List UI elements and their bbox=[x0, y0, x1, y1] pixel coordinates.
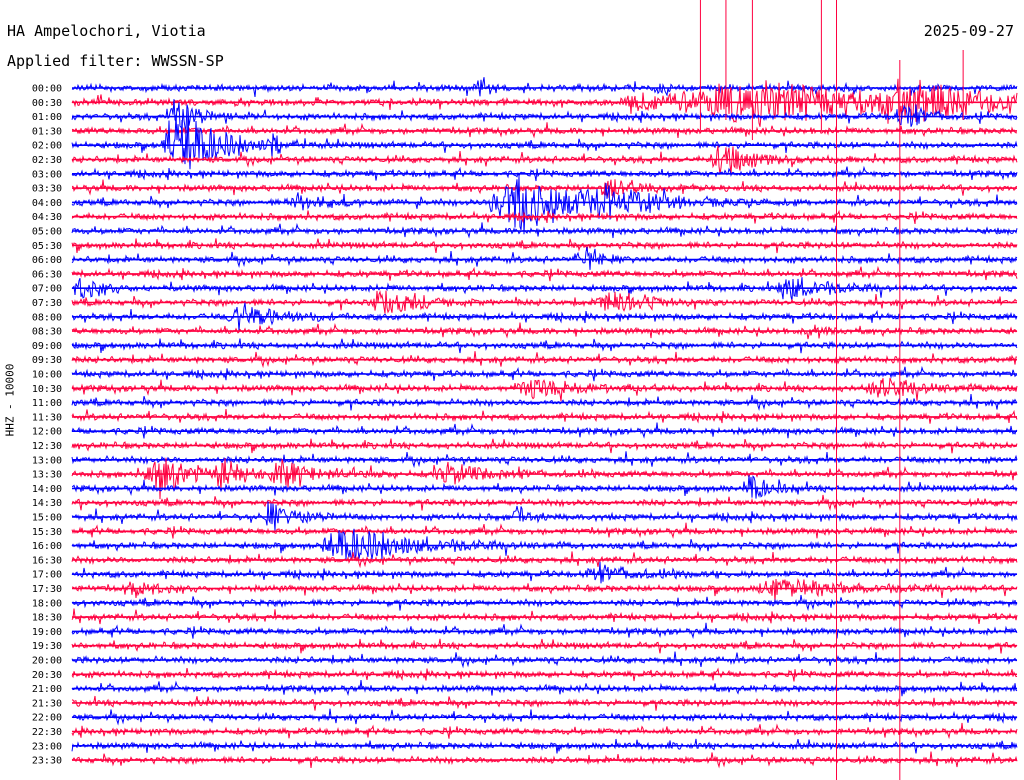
time-tick-1800: 18:00 bbox=[32, 598, 62, 609]
time-tick-2000: 20:00 bbox=[32, 656, 62, 667]
trace-0000 bbox=[71, 77, 1018, 97]
trace-0600 bbox=[71, 246, 1018, 270]
time-tick-1600: 16:00 bbox=[32, 541, 62, 552]
time-tick-1430: 14:30 bbox=[32, 498, 62, 509]
time-tick-0400: 04:00 bbox=[32, 198, 62, 209]
trace-1500 bbox=[71, 501, 1018, 531]
time-tick-1100: 11:00 bbox=[32, 398, 62, 409]
time-tick-0130: 01:30 bbox=[32, 126, 62, 137]
time-tick-1700: 17:00 bbox=[32, 570, 62, 581]
trace-1900 bbox=[71, 622, 1018, 639]
time-tick-labels: 00:00 00:30 01:00 01:30 02:00 02:30 03:00 03:30… bbox=[32, 84, 62, 767]
time-tick-1000: 10:00 bbox=[32, 370, 62, 381]
time-tick-1300: 13:00 bbox=[32, 455, 62, 466]
time-tick-0030: 00:30 bbox=[32, 98, 62, 109]
time-tick-0800: 08:00 bbox=[32, 312, 62, 323]
time-tick-0300: 03:00 bbox=[32, 169, 62, 180]
time-tick-1930: 19:30 bbox=[32, 641, 62, 652]
trace-1630 bbox=[71, 551, 1018, 569]
trace-0800 bbox=[71, 302, 1018, 331]
trace-1730 bbox=[71, 578, 1018, 602]
seismogram-traces bbox=[71, 77, 1018, 769]
time-tick-1730: 17:30 bbox=[32, 584, 62, 595]
trace-1030 bbox=[71, 377, 1018, 402]
time-tick-1200: 12:00 bbox=[32, 427, 62, 438]
time-tick-0200: 02:00 bbox=[32, 141, 62, 152]
station-title: HA Ampelochori, Viotia bbox=[7, 22, 206, 40]
time-tick-1230: 12:30 bbox=[32, 441, 62, 452]
time-tick-0900: 09:00 bbox=[32, 341, 62, 352]
time-tick-1530: 15:30 bbox=[32, 527, 62, 538]
time-tick-1330: 13:30 bbox=[32, 470, 62, 481]
time-tick-1900: 19:00 bbox=[32, 627, 62, 638]
time-tick-0500: 05:00 bbox=[32, 227, 62, 238]
time-tick-0630: 06:30 bbox=[32, 269, 62, 280]
time-tick-0830: 08:30 bbox=[32, 327, 62, 338]
filter-label: Applied filter: WWSSN-SP bbox=[7, 52, 224, 70]
time-tick-1630: 16:30 bbox=[32, 555, 62, 566]
large-event-spikes bbox=[699, 0, 964, 780]
time-tick-2200: 22:00 bbox=[32, 713, 62, 724]
time-tick-1400: 14:00 bbox=[32, 484, 62, 495]
time-tick-2100: 21:00 bbox=[32, 684, 62, 695]
trace-0500 bbox=[71, 222, 1018, 239]
time-tick-2030: 20:30 bbox=[32, 670, 62, 681]
date-label: 2025-09-27 bbox=[923, 22, 1014, 40]
trace-0400 bbox=[71, 175, 1018, 235]
trace-2300 bbox=[71, 738, 1018, 754]
time-tick-1500: 15:00 bbox=[32, 513, 62, 524]
time-tick-2300: 23:00 bbox=[32, 741, 62, 752]
trace-1700 bbox=[71, 561, 1018, 584]
trace-1400 bbox=[72, 475, 1018, 499]
time-tick-0730: 07:30 bbox=[32, 298, 62, 309]
time-tick-1130: 11:30 bbox=[32, 412, 62, 423]
time-tick-1030: 10:30 bbox=[32, 384, 62, 395]
time-tick-0100: 01:00 bbox=[32, 112, 62, 123]
time-tick-2130: 21:30 bbox=[32, 698, 62, 709]
trace-1330 bbox=[71, 457, 1018, 500]
time-tick-0930: 09:30 bbox=[32, 355, 62, 366]
time-tick-2330: 23:30 bbox=[32, 756, 62, 767]
time-tick-1830: 18:30 bbox=[32, 613, 62, 624]
trace-0100 bbox=[71, 99, 1018, 131]
time-tick-0600: 06:00 bbox=[32, 255, 62, 266]
time-tick-0700: 07:00 bbox=[32, 284, 62, 295]
time-tick-0530: 05:30 bbox=[32, 241, 62, 252]
time-tick-0230: 02:30 bbox=[32, 155, 62, 166]
time-tick-0330: 03:30 bbox=[32, 184, 62, 195]
time-tick-0000: 00:00 bbox=[32, 84, 62, 95]
time-tick-2230: 22:30 bbox=[32, 727, 62, 738]
time-tick-0430: 04:30 bbox=[32, 212, 62, 223]
